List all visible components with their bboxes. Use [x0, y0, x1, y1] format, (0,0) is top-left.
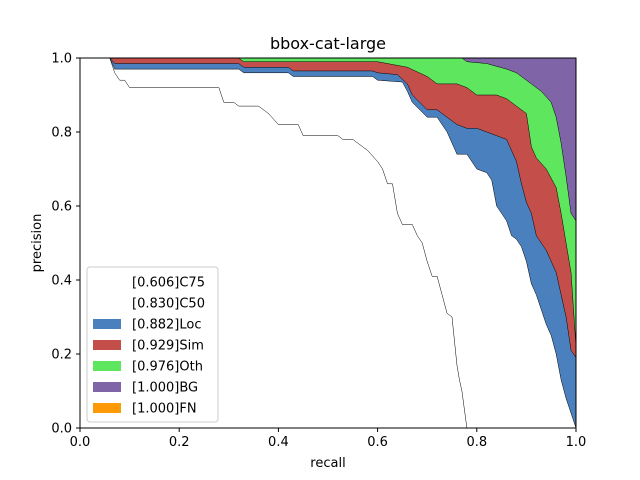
- legend-label: [0.830]C50: [132, 297, 205, 312]
- legend-label: [0.976]Oth: [132, 360, 203, 375]
- legend-swatch: [93, 361, 121, 371]
- y-tick-label: 0.4: [51, 274, 72, 289]
- legend-swatch: [93, 382, 121, 392]
- y-tick-label: 0.6: [51, 200, 72, 215]
- legend-label: [1.000]BG: [132, 381, 198, 396]
- y-axis: 0.0 0.2 0.4 0.6 0.8 1.0: [51, 52, 80, 437]
- x-tick-label: 1.0: [566, 435, 587, 450]
- legend-swatch: [93, 298, 121, 308]
- y-tick-label: 0.0: [51, 422, 72, 437]
- y-tick-label: 0.8: [51, 126, 72, 141]
- x-axis: 0.0 0.2 0.4 0.6 0.8 1.0: [70, 428, 587, 450]
- x-axis-label: recall: [310, 456, 345, 471]
- legend-label: [0.882]Loc: [132, 318, 201, 333]
- legend-label: [0.929]Sim: [132, 339, 204, 354]
- y-axis-label: precision: [30, 214, 45, 273]
- chart-title: bbox-cat-large: [270, 34, 386, 53]
- legend-label: [0.606]C75: [132, 276, 205, 291]
- plot-frame: [79, 57, 577, 429]
- x-tick-label: 0.4: [268, 435, 289, 450]
- legend-swatch: [93, 319, 121, 329]
- x-tick-label: 0.6: [367, 435, 388, 450]
- x-tick-label: 0.8: [466, 435, 487, 450]
- x-tick-label: 0.2: [169, 435, 190, 450]
- x-tick-label: 0.0: [70, 435, 91, 450]
- legend-swatch: [93, 277, 121, 287]
- legend: [0.606]C75 [0.830]C50 [0.882]Loc [0.929]Sim…: [86, 266, 219, 423]
- y-tick-label: 0.2: [51, 348, 72, 363]
- y-tick-label: 1.0: [51, 52, 72, 67]
- legend-swatch: [93, 403, 121, 413]
- legend-label: [1.000]FN: [132, 402, 197, 417]
- legend-swatch: [93, 340, 121, 350]
